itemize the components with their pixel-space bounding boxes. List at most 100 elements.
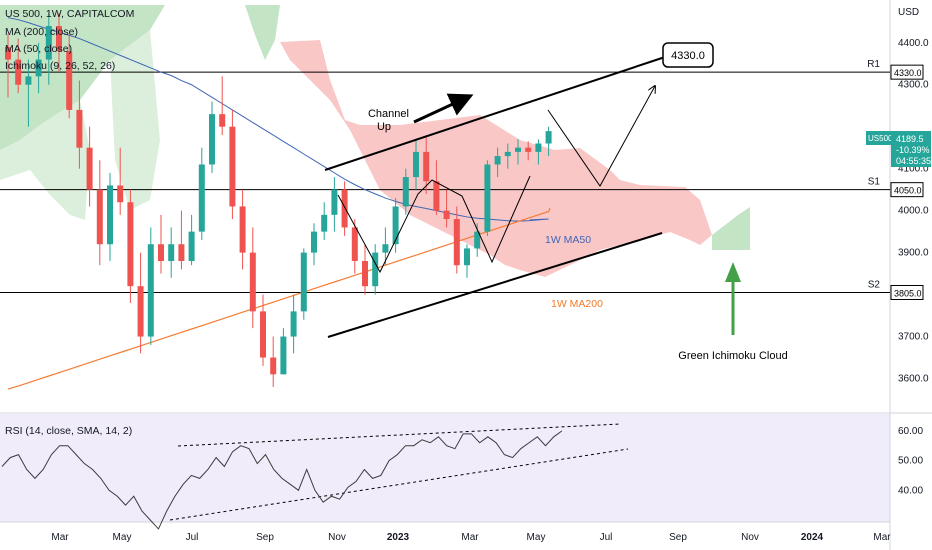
symbol-line: US 500, 1W, CAPITALCOM [5, 8, 134, 20]
candle-body[interactable] [525, 147, 532, 152]
candle-body[interactable] [413, 151, 419, 178]
target-box-text: 4330.0 [671, 50, 705, 62]
level-price-s2: 3805.0 [894, 288, 922, 298]
target-box[interactable] [662, 42, 714, 68]
candle-body[interactable] [168, 244, 175, 262]
candle-body[interactable] [25, 76, 32, 85]
rsi-tick-0: 60.00 [898, 426, 923, 437]
candle-body[interactable] [392, 206, 399, 245]
green-arrow-up-icon [725, 262, 741, 335]
candle-body[interactable] [270, 357, 277, 375]
candle-body[interactable] [433, 181, 440, 211]
candle-body[interactable] [484, 164, 491, 232]
level-badge-s2 [890, 284, 924, 300]
candle-body[interactable] [178, 244, 185, 262]
candle-body[interactable] [260, 311, 266, 358]
countdown: 04:55:35 [896, 156, 931, 166]
channel-label: Channel Up [368, 108, 412, 133]
candle-body[interactable] [545, 131, 552, 144]
time-label-10: Nov [741, 532, 759, 543]
rsi-label: RSI (14, close, SMA, 14, 2) [5, 425, 132, 437]
candle-body[interactable] [66, 51, 73, 110]
axis-unit: USD [898, 7, 919, 18]
indicator-ichimoku: Ichimoku (9, 26, 52, 26) [5, 60, 115, 72]
candle-body[interactable] [86, 147, 93, 190]
rsi-pane-background [0, 414, 890, 522]
candle-body[interactable] [331, 189, 338, 215]
time-label-4: Nov [328, 532, 346, 543]
candle-body[interactable] [76, 109, 83, 148]
candle-body[interactable] [117, 185, 124, 203]
candle-body[interactable] [239, 206, 246, 253]
current-change: -10.39% [896, 145, 930, 155]
candle-body[interactable] [127, 202, 134, 287]
candle-body[interactable] [321, 214, 328, 232]
candle-body[interactable] [56, 25, 62, 52]
candle-body[interactable] [107, 185, 113, 245]
price-tick-3: 4000.0 [898, 206, 929, 217]
channel-lower-line[interactable] [327, 232, 663, 338]
candle-body[interactable] [443, 210, 450, 220]
time-label-6: Mar [461, 532, 479, 543]
current-price: 4189.5 [896, 134, 924, 144]
candle-body[interactable] [535, 143, 542, 152]
legend: US 500, 1W, CAPITALCOM MA (200, close) M… [5, 8, 134, 72]
candle-body[interactable] [147, 244, 154, 337]
candle-body[interactable] [45, 25, 52, 60]
time-label-0: Mar [51, 532, 69, 543]
candle-body[interactable] [249, 252, 256, 312]
candle-body[interactable] [5, 46, 11, 60]
channel-arrow [413, 93, 474, 124]
level-tag-s2: S2 [868, 279, 881, 290]
ma50-line[interactable] [7, 17, 549, 222]
rsi-line[interactable] [1, 430, 563, 530]
candle-body[interactable] [290, 311, 297, 337]
candle-body[interactable] [382, 244, 389, 253]
candle-body[interactable] [504, 151, 511, 157]
time-label-7: May [527, 532, 546, 543]
current-price-badge[interactable]: US500 4189.5 -10.39% 04:55:35 [866, 131, 931, 167]
candle-body[interactable] [198, 164, 205, 232]
candle-body[interactable] [372, 252, 379, 287]
time-label-2: Jul [186, 532, 199, 543]
time-label-1: May [113, 532, 132, 543]
ma200-line[interactable] [7, 207, 551, 390]
candle-body[interactable] [351, 227, 358, 262]
candle-body[interactable] [137, 286, 144, 337]
candle-body[interactable] [35, 59, 42, 77]
candle-body[interactable] [229, 126, 236, 207]
time-label-9: Sep [669, 532, 687, 543]
candle-body[interactable] [300, 252, 307, 312]
candle-body[interactable] [423, 151, 430, 182]
channel-upper-line[interactable] [324, 56, 666, 171]
candle-body[interactable] [219, 114, 226, 127]
target-callout[interactable]: 4330.0 [662, 42, 714, 68]
level-price-r1: 4330.0 [894, 68, 922, 78]
candle-body[interactable] [15, 59, 22, 85]
level-badge-s1 [890, 182, 924, 198]
rsi-tick-2: 40.00 [898, 485, 923, 496]
candle-body[interactable] [280, 336, 287, 375]
candle-body[interactable] [464, 248, 470, 266]
candle-body[interactable] [341, 189, 348, 228]
candle-body[interactable] [311, 231, 317, 253]
ma200-label: 1W MA200 [551, 298, 603, 310]
level-tag-s1: S1 [868, 177, 881, 188]
candle-body[interactable] [515, 147, 521, 152]
candle-body[interactable] [96, 189, 103, 245]
candle-body[interactable] [209, 114, 215, 165]
candle-body[interactable] [402, 177, 409, 207]
channel-up[interactable] [324, 56, 666, 338]
candle-body[interactable] [188, 231, 195, 262]
indicator-ma50: MA (50, close) [5, 43, 72, 55]
candle-body[interactable] [362, 261, 368, 287]
price-tick-6: 3600.0 [898, 374, 929, 385]
indicator-ma200: MA (200, close) [5, 26, 78, 38]
candle-body[interactable] [158, 244, 164, 262]
candle-body[interactable] [474, 231, 481, 249]
cloud-label: Green Ichimoku Cloud [678, 350, 787, 362]
time-label-5: 2023 [387, 532, 410, 543]
candle-body[interactable] [453, 219, 460, 266]
candle-body[interactable] [494, 156, 501, 165]
